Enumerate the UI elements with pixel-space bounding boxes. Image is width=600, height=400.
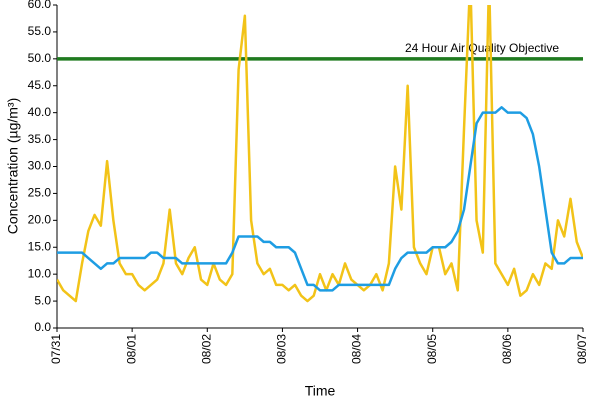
y-tick-label: 55.0 (28, 24, 52, 38)
y-tick-label: 30.0 (28, 159, 52, 173)
x-tick-label: 08/04 (350, 334, 364, 364)
y-axis-label: Concentration (µg/m³) (5, 98, 21, 234)
x-tick-label: 08/03 (275, 334, 289, 364)
x-tick-label: 07/31 (49, 334, 63, 364)
y-tick-label: 5.0 (34, 293, 51, 307)
y-tick-label: 45.0 (28, 78, 52, 92)
y-tick-label: 40.0 (28, 105, 52, 119)
y-tick-label: 20.0 (28, 213, 52, 227)
y-tick-label: 10.0 (28, 266, 52, 280)
x-tick-label: 08/01 (124, 334, 138, 364)
x-tick-label: 08/05 (425, 334, 439, 364)
y-tick-label: 0.0 (34, 320, 51, 334)
y-tick-label: 50.0 (28, 51, 52, 65)
series-line (57, 5, 583, 303)
y-tick-label: 35.0 (28, 132, 52, 146)
objective-label: 24 Hour Air Quality Objective (405, 41, 559, 55)
x-axis-label: Time (305, 383, 336, 399)
series-line (57, 106, 583, 292)
x-tick-label: 08/07 (575, 334, 589, 364)
y-tick-label: 25.0 (28, 186, 52, 200)
x-tick-label: 08/06 (500, 334, 514, 364)
x-tick-label: 08/02 (199, 334, 213, 364)
y-tick-label: 60.0 (28, 0, 52, 11)
y-tick-label: 15.0 (28, 239, 52, 253)
